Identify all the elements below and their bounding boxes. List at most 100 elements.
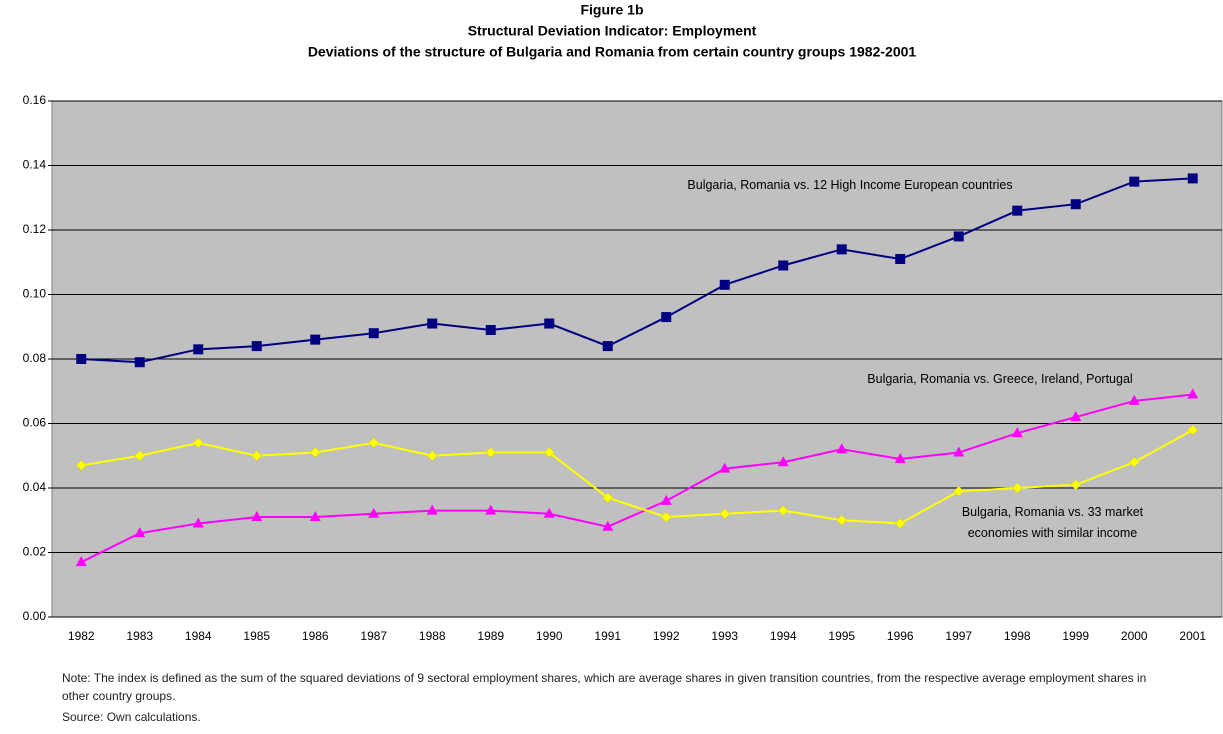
- marker: [719, 462, 731, 473]
- marker: [1129, 176, 1140, 187]
- marker: [368, 437, 380, 449]
- source: Source: Own calculations.: [62, 710, 201, 724]
- series-label: Bulgaria, Romania vs. 12 High Income Eur…: [687, 178, 1013, 192]
- y-tick-label: 0.00: [23, 609, 47, 623]
- marker: [953, 231, 964, 242]
- marker: [543, 447, 555, 458]
- marker: [485, 324, 496, 335]
- marker: [192, 517, 204, 528]
- marker: [426, 450, 438, 462]
- marker: [895, 254, 906, 265]
- marker: [836, 244, 847, 255]
- marker: [661, 312, 672, 323]
- x-tick-label: 1990: [536, 629, 563, 643]
- marker: [368, 507, 380, 518]
- marker: [602, 492, 614, 504]
- marker: [309, 511, 321, 522]
- series-line: [80, 393, 1193, 564]
- marker: [894, 518, 906, 529]
- x-tick-label: 2001: [1179, 629, 1206, 643]
- marker: [309, 447, 321, 458]
- marker: [1070, 479, 1082, 491]
- marker: [836, 514, 848, 526]
- marker: [134, 357, 145, 368]
- y-tick-label: 0.06: [23, 416, 47, 430]
- marker: [1128, 394, 1140, 405]
- y-tick-label: 0.08: [23, 351, 47, 365]
- series-line: [81, 177, 1193, 364]
- x-tick-label: 2000: [1121, 629, 1148, 643]
- marker: [1070, 411, 1082, 422]
- note: Note: The index is defined as the sum of…: [62, 671, 1147, 703]
- marker: [894, 452, 906, 463]
- y-tick-label: 0.16: [23, 93, 47, 107]
- marker: [251, 450, 263, 462]
- marker: [953, 446, 965, 457]
- marker: [134, 527, 146, 538]
- y-tick-label: 0.10: [23, 287, 47, 301]
- marker: [1187, 388, 1199, 399]
- x-tick-label: 1987: [360, 629, 387, 643]
- marker: [310, 334, 321, 345]
- marker: [193, 344, 204, 355]
- marker: [953, 485, 965, 497]
- marker: [544, 318, 555, 329]
- marker: [1187, 424, 1199, 436]
- marker: [192, 437, 204, 449]
- x-tick-label: 1988: [419, 629, 446, 643]
- marker: [485, 504, 497, 515]
- x-tick-label: 1994: [770, 629, 797, 643]
- marker: [76, 354, 87, 364]
- x-tick-label: 1999: [1062, 629, 1089, 643]
- marker: [777, 505, 789, 516]
- chart-subtitle: Structural Deviation Indicator: Employme…: [468, 23, 757, 39]
- y-tick-label: 0.04: [23, 480, 47, 494]
- marker: [719, 508, 731, 520]
- y-tick-label: 0.12: [23, 222, 47, 236]
- marker: [660, 511, 672, 523]
- marker: [543, 507, 555, 518]
- marker: [1070, 199, 1081, 210]
- marker: [836, 443, 848, 454]
- chart-title: Figure 1b: [580, 2, 643, 18]
- marker: [427, 318, 438, 329]
- marker: [1012, 205, 1023, 216]
- marker: [602, 341, 613, 352]
- marker: [426, 504, 438, 515]
- marker: [1128, 456, 1140, 468]
- chart-subtitle: Deviations of the structure of Bulgaria …: [308, 44, 917, 60]
- x-tick-label: 1986: [302, 629, 329, 643]
- series-label: Bulgaria, Romania vs. 33 market economie…: [961, 505, 1144, 540]
- x-tick-label: 1998: [1004, 629, 1031, 643]
- marker: [251, 341, 262, 352]
- marker: [778, 260, 789, 271]
- marker: [75, 556, 87, 567]
- x-tick-label: 1991: [594, 629, 621, 643]
- x-tick-label: 1983: [126, 629, 153, 643]
- marker: [1187, 173, 1198, 184]
- marker: [719, 279, 730, 290]
- marker: [1011, 427, 1023, 438]
- series-label: Bulgaria, Romania vs. Greece, Ireland, P…: [867, 372, 1133, 386]
- marker: [602, 520, 614, 531]
- y-tick-label: 0.14: [23, 158, 47, 172]
- marker: [1011, 482, 1023, 494]
- x-tick-label: 1997: [945, 629, 972, 643]
- y-tick-label: 0.02: [23, 545, 47, 559]
- x-tick-label: 1993: [711, 629, 738, 643]
- x-tick-label: 1984: [185, 629, 212, 643]
- marker: [777, 456, 789, 467]
- marker: [251, 511, 263, 522]
- marker: [485, 447, 497, 458]
- marker: [368, 328, 379, 339]
- x-tick-label: 1982: [68, 629, 95, 643]
- marker: [75, 460, 87, 471]
- marker: [660, 494, 672, 505]
- series-line: [81, 429, 1194, 525]
- x-tick-label: 1989: [477, 629, 504, 643]
- marker: [134, 450, 146, 462]
- x-tick-label: 1985: [243, 629, 270, 643]
- x-tick-label: 1996: [887, 629, 914, 643]
